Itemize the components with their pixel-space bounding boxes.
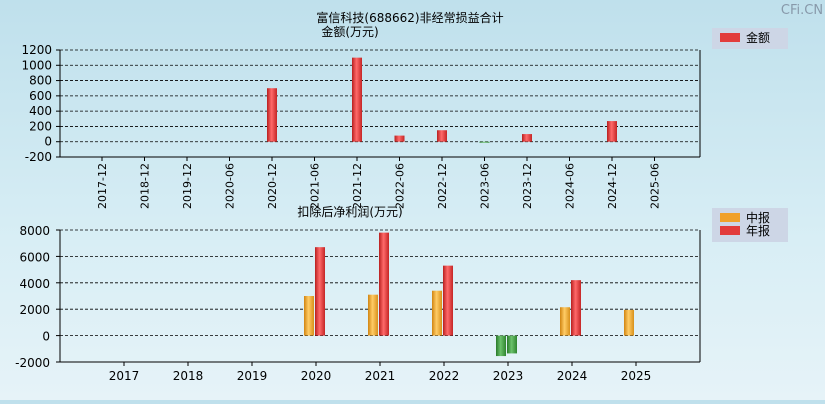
chart1-x-tick-label: 2022-12 <box>436 163 449 209</box>
chart1-y-tick-label: 800 <box>29 74 52 88</box>
chart1-x-tick-label: 2021-06 <box>309 163 322 209</box>
chart2-bar-年报-2021 <box>379 232 389 336</box>
chart2-bar-中报-2020 <box>304 296 314 336</box>
chart1-x-tick-label: 2020-06 <box>224 163 237 209</box>
chart2-x-tick-label: 2020 <box>301 369 332 383</box>
chart2-legend-label: 年报 <box>746 223 770 238</box>
chart1-y-tick-label: 600 <box>29 89 52 103</box>
chart2-title: 扣除后净利润(万元) <box>297 204 402 219</box>
chart2-bar-年报-2024 <box>571 280 581 336</box>
chart2-bar-中报-2022 <box>432 290 442 336</box>
chart1-x-tick-label: 2021-12 <box>351 163 364 209</box>
chart1-ylabel: 金额(万元) <box>321 24 378 39</box>
chart2-x-tick-label: 2018 <box>173 369 204 383</box>
chart1-y-tick-label: 1200 <box>21 43 52 57</box>
chart1-y-tick-label: 400 <box>29 104 52 118</box>
chart2-x-tick-label: 2022 <box>429 369 460 383</box>
chart1-x-tick-label: 2023-12 <box>521 163 534 209</box>
chart2-bar-中报-2021 <box>368 294 378 336</box>
chart1-legend-label: 金额 <box>746 30 770 45</box>
chart1-bar-2022-06 <box>394 135 405 142</box>
chart2-legend-swatch <box>720 226 740 235</box>
chart1-y-tick-label: -200 <box>25 150 52 164</box>
chart1-bar-2023-12 <box>522 134 532 142</box>
chart2-bar-年报-2023 <box>507 335 517 354</box>
chart2-x-tick-label: 2025 <box>621 369 652 383</box>
chart1-x-tick-label: 2025-06 <box>649 163 662 209</box>
chart2-legend-swatch <box>720 213 740 222</box>
chart1-y-tick-label: 0 <box>44 135 52 149</box>
chart1-x-tick-label: 2024-12 <box>606 163 619 209</box>
chart1-legend-swatch <box>720 33 740 42</box>
chart2-y-tick-label: 2000 <box>19 303 50 317</box>
chart1-y-tick-label: 1000 <box>21 58 52 72</box>
watermark: CFi.CN <box>781 3 823 18</box>
chart2-y-tick-label: 4000 <box>19 277 50 291</box>
chart1-x-tick-label: 2020-12 <box>266 163 279 209</box>
chart1-bar-2021-12 <box>352 57 362 142</box>
chart2-legend-label: 中报 <box>746 210 770 225</box>
chart2-x-tick-label: 2023 <box>493 369 524 383</box>
chart2-bar-中报-2025 <box>624 309 634 336</box>
chart2-bar-中报-2024 <box>560 307 570 336</box>
chart1-title: 富信科技(688662)非经常损益合计 <box>316 10 503 25</box>
chart1-bar-2024-12 <box>607 121 617 142</box>
chart2-x-tick-label: 2024 <box>557 369 588 383</box>
chart2-x-tick-label: 2021 <box>365 369 396 383</box>
chart2-y-tick-label: -2000 <box>15 356 50 370</box>
chart2-y-tick-label: 6000 <box>19 250 50 264</box>
chart2-y-tick-label: 0 <box>42 330 50 344</box>
chart2-y-tick-label: 8000 <box>19 224 50 238</box>
chart1-x-tick-label: 2018-12 <box>139 163 152 209</box>
chart1-bar-2020-12 <box>267 88 277 142</box>
chart1-bar-2023-06 <box>479 141 490 143</box>
chart1-bar-2022-12 <box>437 130 447 142</box>
chart1-x-tick-label: 2023-06 <box>479 163 492 209</box>
chart2-bar-年报-2020 <box>315 247 325 336</box>
chart2-bar-中报-2023 <box>496 335 506 357</box>
chart1-x-tick-label: 2022-06 <box>394 163 407 209</box>
chart2-x-tick-label: 2017 <box>109 369 140 383</box>
chart1-y-tick-label: 200 <box>29 119 52 133</box>
chart2-bar-年报-2022 <box>443 265 453 336</box>
chart1-x-tick-label: 2019-12 <box>181 163 194 209</box>
chart1-x-tick-label: 2017-12 <box>96 163 109 209</box>
chart2-x-tick-label: 2019 <box>237 369 268 383</box>
chart1-x-tick-label: 2024-06 <box>564 163 577 209</box>
